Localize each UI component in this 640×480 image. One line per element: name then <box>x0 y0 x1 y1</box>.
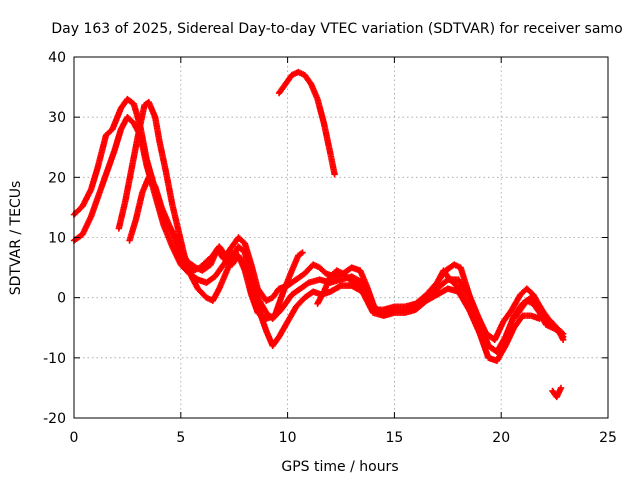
chart-title: Day 163 of 2025, Sidereal Day-to-day VTE… <box>51 21 622 37</box>
data-point-marker <box>557 384 565 392</box>
series-track-1 <box>70 95 567 343</box>
data-point-marker <box>472 315 479 322</box>
x-tick-label: 25 <box>599 430 617 446</box>
y-tick-label: 10 <box>48 231 66 247</box>
series-track-9 <box>549 384 565 401</box>
data-point-marker <box>559 336 567 343</box>
series-track-4 <box>126 174 306 322</box>
x-tick-label: 10 <box>279 430 297 446</box>
series-track-5 <box>275 68 338 178</box>
y-tick-label: 20 <box>48 170 66 186</box>
data-point-marker <box>331 171 338 178</box>
series-track-8 <box>510 297 567 343</box>
data-point-marker <box>359 285 366 292</box>
x-axis-label: GPS time / hours <box>281 459 398 475</box>
y-tick-label: 30 <box>48 110 66 126</box>
y-tick-label: 40 <box>48 50 66 66</box>
data-markers <box>70 68 567 401</box>
data-point-marker <box>471 314 478 321</box>
series-track-2 <box>70 113 567 356</box>
series-track-7 <box>433 267 479 322</box>
series-track-6 <box>314 267 366 307</box>
y-tick-label: -10 <box>43 351 66 367</box>
y-tick-label: -20 <box>43 411 66 427</box>
data-point-marker <box>357 284 365 291</box>
x-tick-label: 20 <box>492 430 510 446</box>
data-point-marker <box>299 249 306 256</box>
y-tick-label: 0 <box>57 291 66 307</box>
y-axis-label: SDTVAR / TECUs <box>8 181 24 296</box>
x-tick-label: 5 <box>176 430 185 446</box>
x-tick-label: 0 <box>70 430 79 446</box>
axis-ticks: 0 5 10 15 20 25 -20 -10 0 10 20 30 40 <box>43 50 617 446</box>
x-tick-label: 15 <box>385 430 403 446</box>
